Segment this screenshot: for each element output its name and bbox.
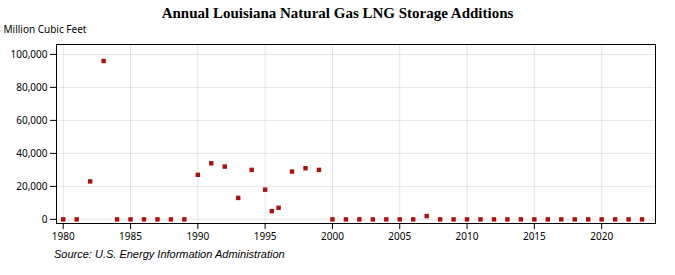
svg-text:20,000: 20,000 xyxy=(16,179,48,193)
svg-text:2020: 2020 xyxy=(590,229,613,243)
svg-text:2000: 2000 xyxy=(321,229,344,243)
html-text:Annual Louisiana Natural Gas L: Annual Louisiana Natural Gas LNG Storage… xyxy=(161,5,514,21)
svg-text:2015: 2015 xyxy=(523,229,546,243)
html-text:Source: U.S. Energy Informatio: Source: U.S. Energy Information Administ… xyxy=(54,248,285,260)
svg-text:1985: 1985 xyxy=(119,229,142,243)
svg-text:1995: 1995 xyxy=(254,229,277,243)
svg-text:60,000: 60,000 xyxy=(16,113,48,127)
svg-text:1980: 1980 xyxy=(52,229,75,243)
svg-text:80,000: 80,000 xyxy=(16,80,48,94)
svg-text:Million Cubic Feet: Million Cubic Feet xyxy=(4,22,87,36)
svg-text:2005: 2005 xyxy=(388,229,411,243)
svg-text:2010: 2010 xyxy=(456,229,479,243)
svg-text:1990: 1990 xyxy=(186,229,209,243)
svg-text:40,000: 40,000 xyxy=(16,146,48,160)
svg-text:100,000: 100,000 xyxy=(11,47,48,61)
svg-text:0: 0 xyxy=(42,212,48,226)
